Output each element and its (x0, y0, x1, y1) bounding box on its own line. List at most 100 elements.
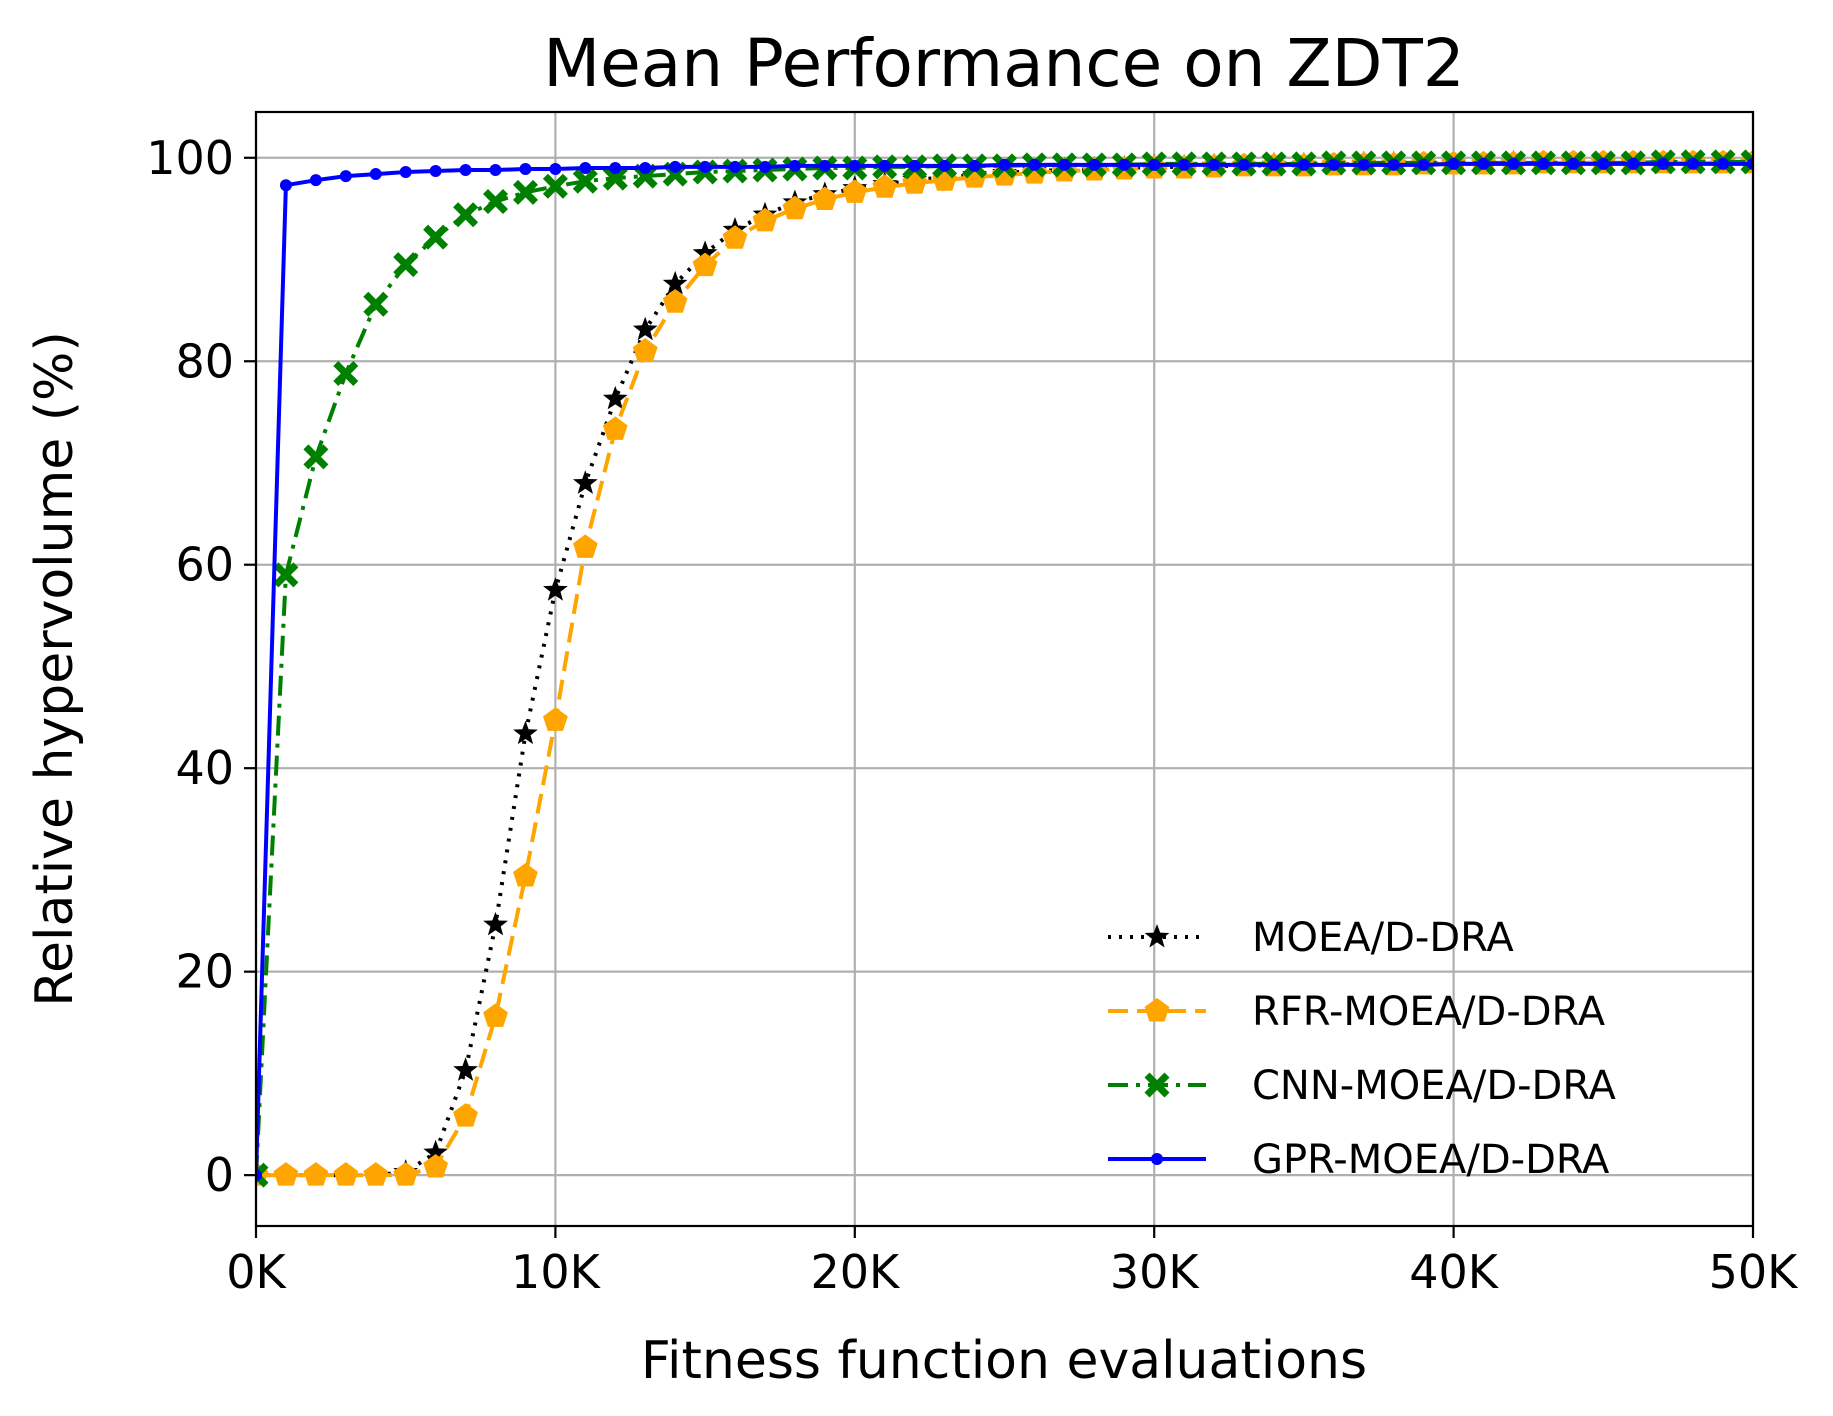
data-point (573, 470, 598, 494)
data-point (256, 1162, 269, 1188)
data-point (692, 252, 718, 277)
data-point (872, 174, 898, 198)
data-point (483, 1003, 508, 1027)
data-point (549, 162, 562, 175)
data-point (513, 863, 538, 887)
data-point (542, 173, 568, 199)
data-point (579, 161, 592, 174)
data-point (1597, 157, 1610, 170)
data-point (483, 189, 508, 214)
data-point (429, 165, 442, 178)
data-point (938, 159, 951, 172)
data-point (602, 165, 628, 191)
data-point (812, 186, 838, 210)
data-point (609, 161, 622, 174)
data-point (1357, 158, 1370, 171)
data-point (842, 179, 868, 203)
data-point (273, 1162, 299, 1186)
data-point (489, 163, 502, 176)
data-point (1028, 158, 1041, 171)
data-point (333, 1162, 359, 1186)
data-point (729, 160, 742, 173)
legend-entry: CNN-MOEA/D-DRA (1108, 1063, 1617, 1109)
data-point (1297, 158, 1310, 171)
legend-marker (1144, 998, 1170, 1022)
data-point (1627, 157, 1640, 170)
data-point (1148, 158, 1161, 171)
y-tick-label: 20 (175, 945, 234, 999)
data-point (309, 174, 322, 187)
legend-marker (1151, 1153, 1163, 1165)
data-point (998, 158, 1011, 171)
data-point (453, 202, 479, 228)
data-point (1507, 157, 1520, 170)
series-3 (256, 157, 1753, 1182)
data-point (303, 444, 329, 470)
data-point (543, 707, 568, 731)
data-point (256, 1169, 262, 1182)
data-point (632, 316, 658, 341)
data-point (543, 577, 568, 601)
data-point (513, 179, 538, 205)
data-point (788, 159, 801, 172)
data-point (1267, 158, 1280, 171)
data-point (513, 720, 538, 745)
data-point (1447, 157, 1460, 170)
data-point (423, 1154, 448, 1178)
legend-label: MOEA/D-DRA (1252, 915, 1514, 961)
data-point (878, 159, 891, 172)
x-tick-label: 10K (511, 1245, 602, 1299)
y-axis-label: Relative hypervolume (%) (25, 331, 85, 1007)
data-point (1537, 157, 1550, 170)
data-point (662, 270, 688, 295)
data-point (339, 170, 352, 183)
series-layer (256, 149, 1753, 1188)
data-point (1567, 157, 1580, 170)
data-point (399, 166, 412, 179)
legend-entry: MOEA/D-DRA (1108, 915, 1514, 961)
data-point (572, 168, 598, 194)
legend-entry: RFR-MOEA/D-DRA (1108, 989, 1606, 1035)
data-point (369, 168, 382, 181)
data-point (393, 1162, 419, 1186)
data-point (722, 225, 748, 249)
data-point (1178, 158, 1191, 171)
data-point (1417, 158, 1430, 171)
data-point (393, 252, 419, 278)
x-tick-label: 20K (810, 1245, 901, 1299)
data-point (632, 338, 658, 362)
data-point (692, 240, 718, 264)
data-point (1088, 158, 1101, 171)
data-point (303, 1162, 329, 1186)
x-tick-label: 50K (1709, 1245, 1800, 1299)
x-tick-label: 0K (226, 1245, 287, 1299)
y-tick-label: 0 (205, 1148, 234, 1202)
data-point (1717, 157, 1730, 170)
data-point (1208, 158, 1221, 171)
data-point (363, 1162, 389, 1186)
data-point (483, 911, 508, 936)
legend-label: CNN-MOEA/D-DRA (1252, 1063, 1617, 1109)
legend-marker (1144, 1072, 1170, 1098)
x-axis-label: Fitness function evaluations (641, 1331, 1367, 1391)
axis-ticks: 0K 10K 20K 30K 40K 50K 0 20 40 60 80 100 (146, 131, 1799, 1299)
data-point (662, 289, 688, 313)
x-tick-label: 40K (1409, 1245, 1500, 1299)
plot-frame (254, 110, 1755, 1228)
data-point (1058, 158, 1071, 171)
data-point (1657, 157, 1670, 170)
data-point (453, 1103, 478, 1127)
legend-label: RFR-MOEA/D-DRA (1252, 989, 1606, 1035)
y-tick-label: 40 (175, 741, 234, 795)
data-point (602, 416, 628, 440)
chart-title: Mean Performance on ZDT2 (543, 25, 1465, 102)
data-point (459, 163, 472, 176)
data-point (968, 159, 981, 172)
data-point (699, 160, 712, 173)
data-point (453, 1057, 478, 1081)
data-point (758, 160, 771, 173)
x-tick-label: 30K (1110, 1245, 1201, 1299)
data-point (363, 291, 389, 317)
